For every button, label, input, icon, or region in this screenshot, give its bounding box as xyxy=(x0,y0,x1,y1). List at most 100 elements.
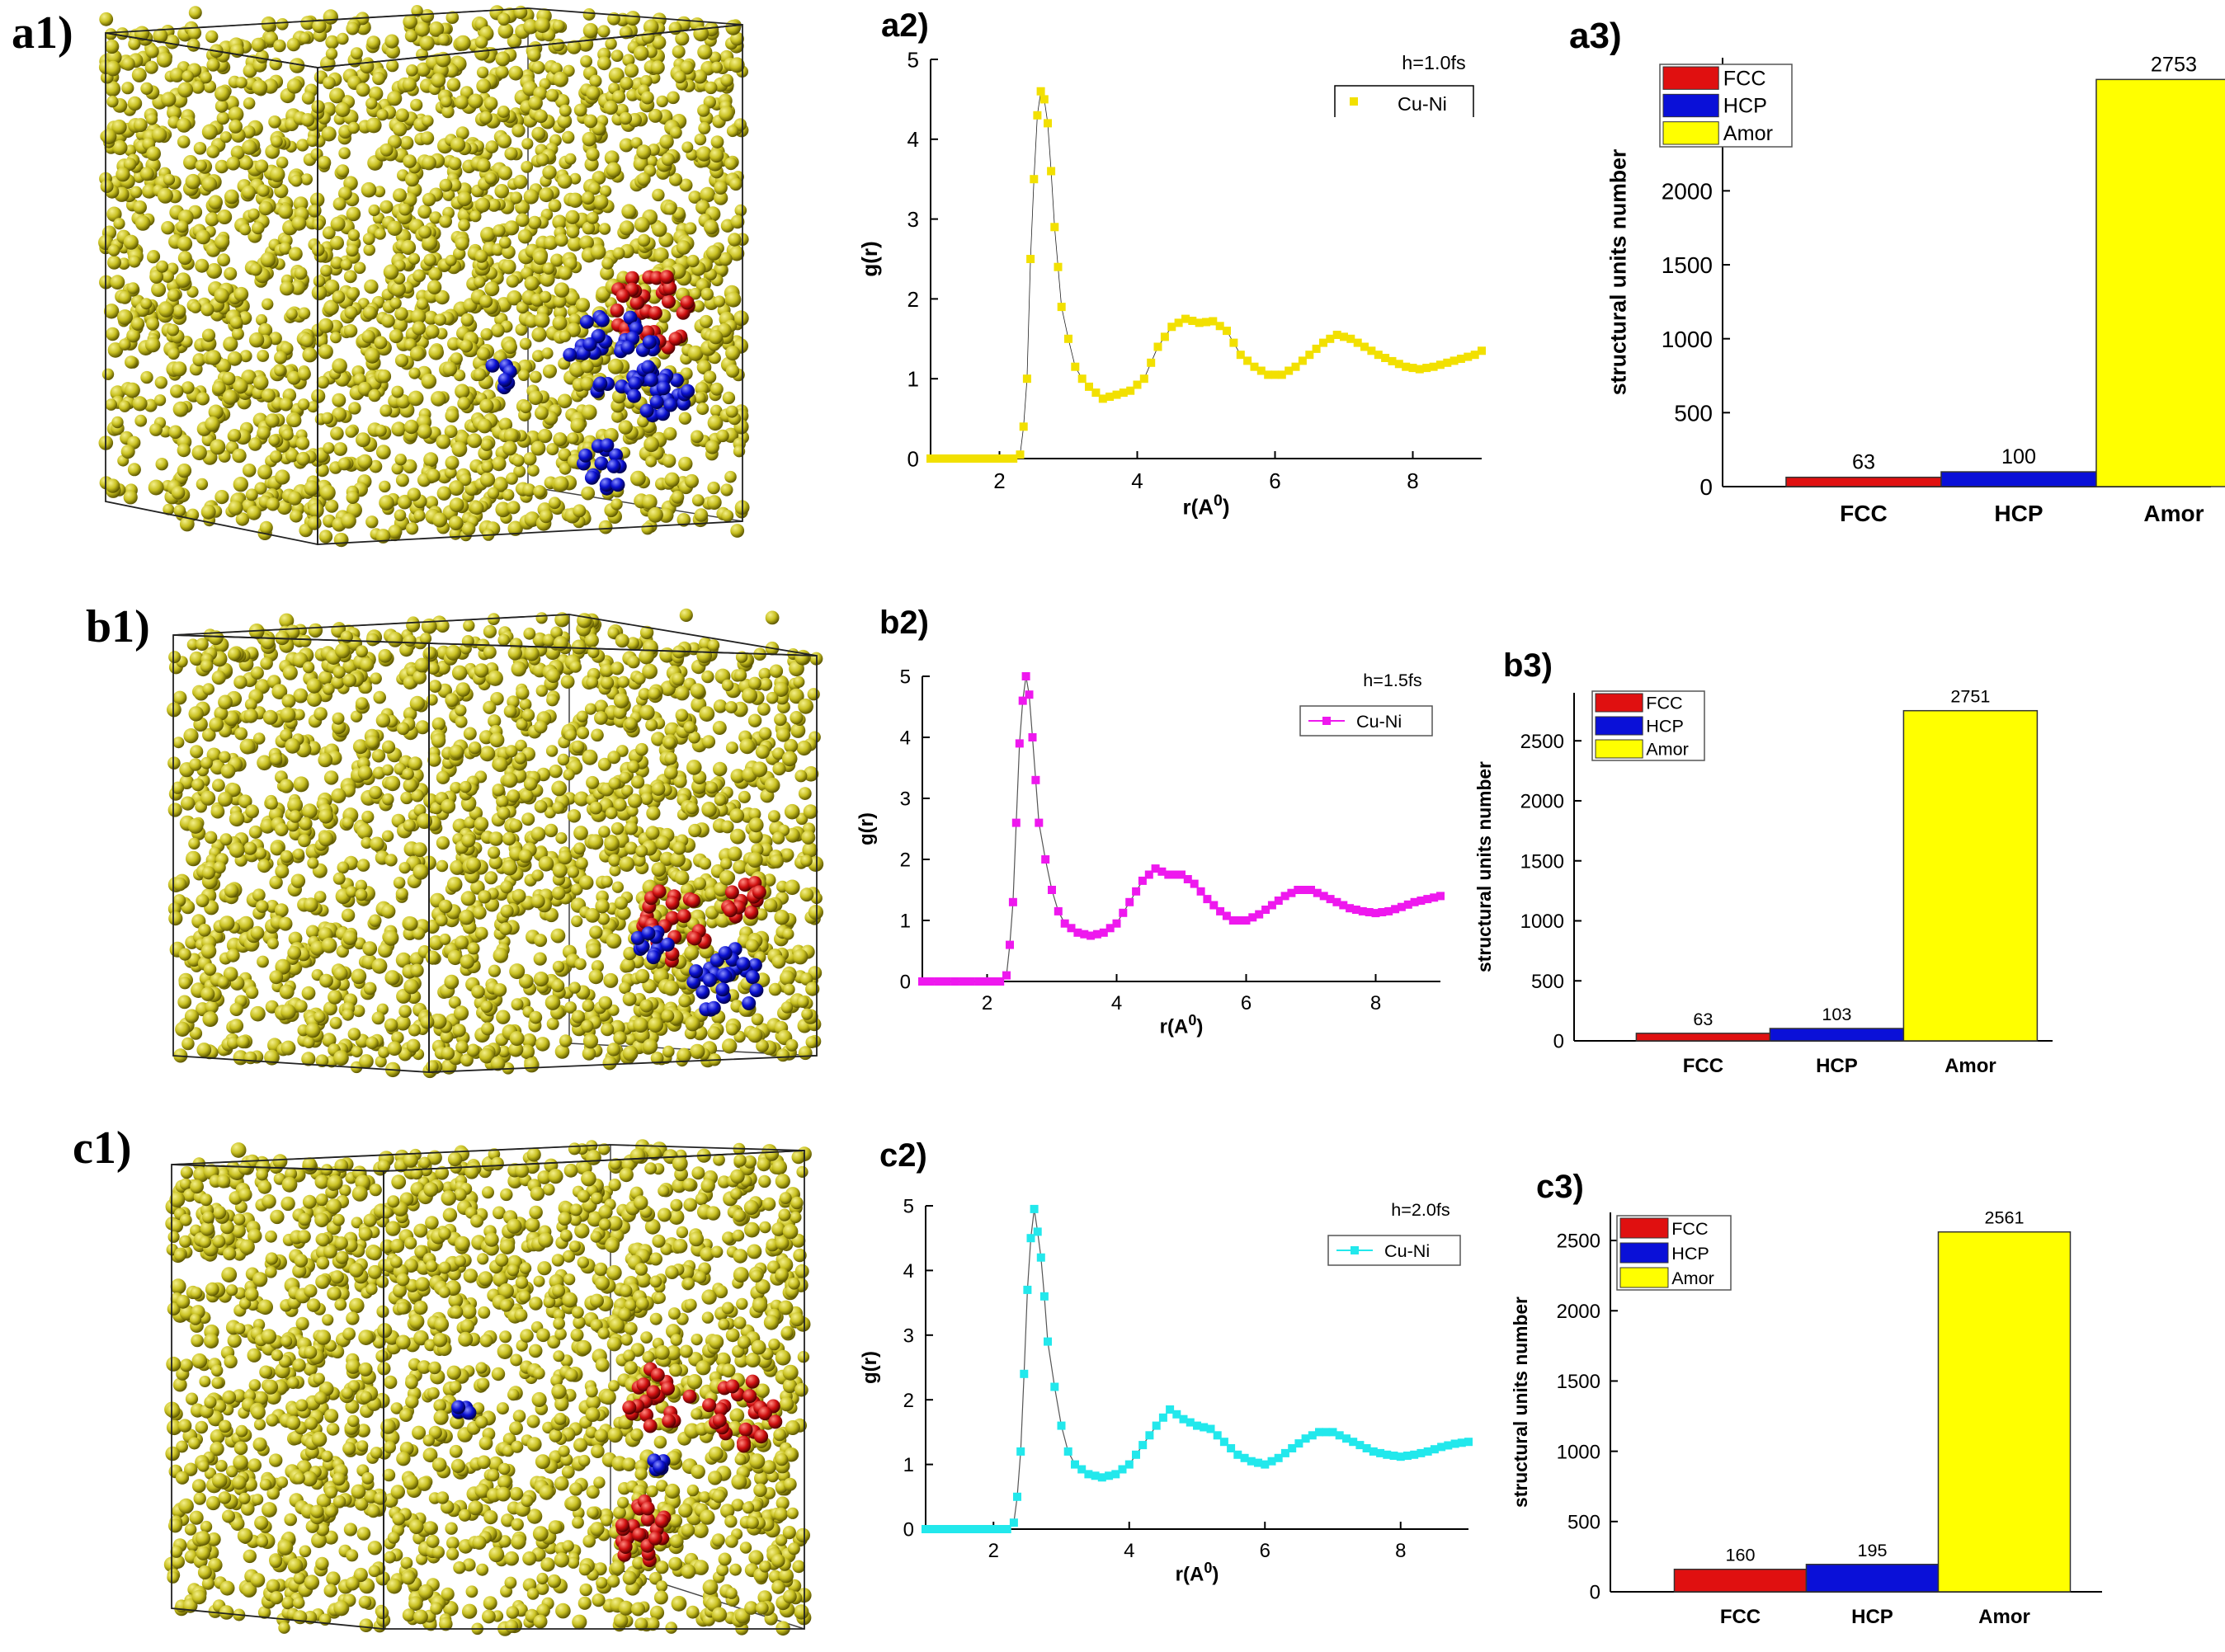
cu-ni-atom xyxy=(107,244,120,257)
cu-ni-atom xyxy=(568,313,582,327)
cu-ni-atom xyxy=(564,290,580,306)
cu-ni-atom xyxy=(228,106,244,123)
cu-ni-atom xyxy=(308,623,323,638)
cu-ni-atom xyxy=(222,371,236,386)
cu-ni-atom xyxy=(567,432,579,445)
cu-ni-atom xyxy=(734,204,747,217)
cu-ni-atom xyxy=(471,985,485,999)
cu-ni-atom xyxy=(774,713,787,727)
cu-ni-atom xyxy=(421,373,437,389)
cu-ni-atom xyxy=(315,464,329,478)
cu-ni-atom xyxy=(554,282,570,298)
cu-ni-atom xyxy=(686,254,700,268)
cu-ni-atom xyxy=(412,269,426,283)
cu-ni-atom xyxy=(382,764,394,776)
cu-ni-atom xyxy=(587,834,604,850)
cu-ni-atom xyxy=(302,803,318,819)
cu-ni-atom xyxy=(572,740,585,754)
cu-ni-atom xyxy=(332,666,346,679)
hcp-atom xyxy=(660,937,675,952)
cu-ni-atom xyxy=(729,828,746,845)
cu-ni-atom xyxy=(410,98,423,111)
hcp-atom xyxy=(642,335,657,350)
cu-ni-atom xyxy=(573,504,587,518)
cu-ni-atom xyxy=(439,178,453,192)
cu-ni-atom xyxy=(517,228,533,244)
hcp-atom xyxy=(718,969,733,984)
cu-ni-atom xyxy=(770,854,784,868)
cu-ni-atom xyxy=(701,1311,714,1324)
cu-ni-atom xyxy=(686,1484,700,1497)
cu-ni-atom xyxy=(551,886,566,901)
cu-ni-atom xyxy=(347,228,361,242)
cu-ni-atom xyxy=(340,258,352,271)
cu-ni-atom xyxy=(507,646,522,661)
cu-ni-atom xyxy=(233,1454,248,1471)
fcc-atom xyxy=(680,295,695,310)
cu-ni-atom xyxy=(796,740,812,756)
cu-ni-atom xyxy=(450,137,466,153)
cu-ni-atom xyxy=(668,172,683,186)
cu-ni-atom xyxy=(239,350,252,363)
cu-ni-atom xyxy=(726,125,739,138)
cu-ni-atom xyxy=(506,275,520,288)
cu-ni-atom xyxy=(532,350,544,362)
cu-ni-atom xyxy=(413,510,426,522)
cu-ni-atom xyxy=(189,301,202,313)
cu-ni-atom xyxy=(610,49,624,62)
cu-ni-atom xyxy=(445,693,460,708)
cu-ni-atom xyxy=(716,429,729,443)
cu-ni-atom xyxy=(412,670,427,685)
cu-ni-atom xyxy=(378,648,393,663)
cu-ni-atom xyxy=(521,161,534,173)
cu-ni-atom xyxy=(112,139,128,156)
cu-ni-atom xyxy=(627,760,640,774)
cu-ni-atom xyxy=(683,1198,697,1212)
cu-ni-atom xyxy=(785,879,800,896)
cu-ni-atom xyxy=(696,647,713,664)
cu-ni-atom xyxy=(576,710,588,722)
hcp-atom xyxy=(649,395,664,409)
cu-ni-atom xyxy=(573,826,588,840)
cu-ni-atom xyxy=(431,73,446,88)
cu-ni-atom xyxy=(488,964,502,977)
cu-ni-atom xyxy=(276,156,289,169)
cu-ni-atom xyxy=(514,1308,528,1322)
cu-ni-atom xyxy=(306,134,318,148)
cu-ni-atom xyxy=(119,400,131,412)
cu-ni-atom xyxy=(549,497,561,510)
cu-ni-atom xyxy=(493,948,509,963)
cu-ni-atom xyxy=(620,77,634,91)
cu-ni-atom xyxy=(622,1045,639,1061)
cu-ni-atom xyxy=(278,916,293,931)
cu-ni-atom xyxy=(785,1038,799,1052)
cu-ni-atom xyxy=(503,340,517,355)
cu-ni-atom xyxy=(567,236,582,252)
cu-ni-atom xyxy=(552,315,568,331)
cu-ni-atom xyxy=(286,78,303,94)
cu-ni-atom xyxy=(189,758,202,771)
cu-ni-atom xyxy=(167,289,181,302)
fcc-atom xyxy=(686,893,700,908)
cu-ni-atom xyxy=(469,210,482,223)
cu-ni-atom xyxy=(203,80,217,93)
cu-ni-atom xyxy=(346,21,360,35)
cu-ni-atom xyxy=(701,735,716,749)
cu-ni-atom xyxy=(601,675,615,690)
cu-ni-atom xyxy=(244,1051,257,1065)
cu-ni-atom xyxy=(468,93,483,109)
cu-ni-atom xyxy=(362,233,375,245)
cu-ni-atom xyxy=(168,425,182,440)
cu-ni-atom xyxy=(538,428,553,444)
cu-ni-atom xyxy=(289,810,302,823)
cu-ni-atom xyxy=(181,381,195,394)
cu-ni-atom xyxy=(497,134,512,148)
cu-ni-atom xyxy=(288,414,302,427)
cu-ni-atom xyxy=(729,808,745,823)
cu-ni-atom xyxy=(672,45,686,59)
cu-ni-atom xyxy=(233,477,248,492)
cu-ni-atom xyxy=(220,764,236,779)
cu-ni-atom xyxy=(406,522,419,535)
cu-ni-atom xyxy=(725,19,742,35)
cu-ni-atom xyxy=(403,916,418,931)
